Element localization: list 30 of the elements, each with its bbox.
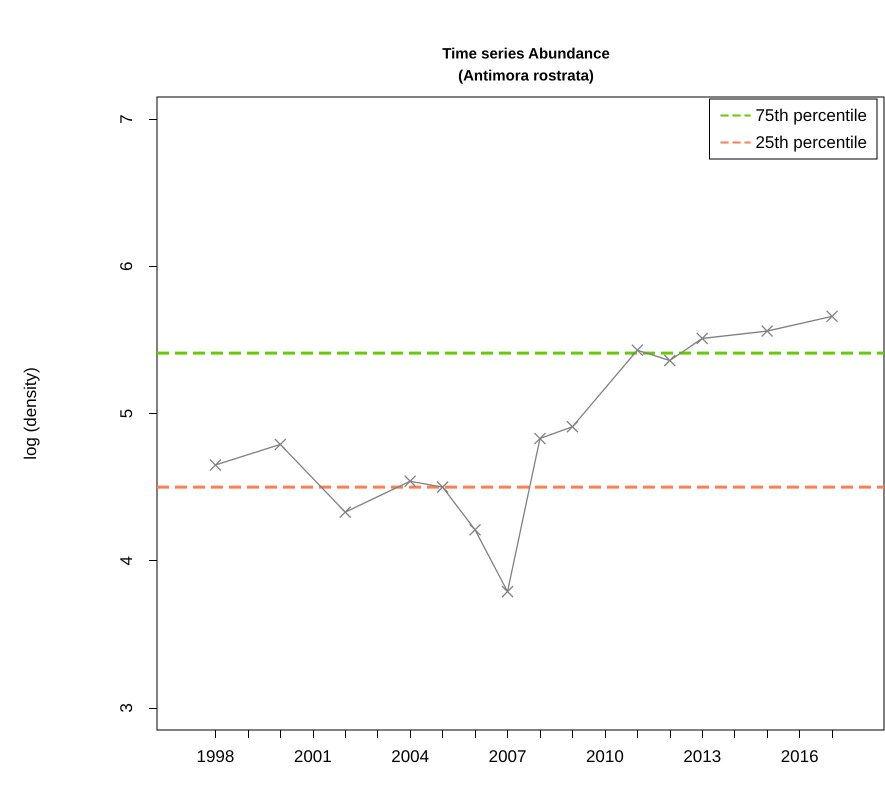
point (209, 458, 222, 472)
point (339, 506, 352, 518)
legend-label: 25th percentile (755, 133, 868, 152)
x-tick-label: 2010 (586, 747, 624, 766)
x-tick-label: 2001 (294, 747, 332, 766)
point (468, 524, 482, 536)
y-tick-label: 7 (117, 114, 136, 124)
y-axis-title: log (density) (21, 367, 40, 460)
x-tick-label: 2004 (391, 747, 430, 766)
point (534, 432, 546, 445)
point (826, 310, 838, 322)
point (501, 585, 514, 598)
point (566, 420, 579, 433)
y-tick-label: 3 (117, 703, 136, 713)
point (664, 354, 676, 367)
point (696, 332, 708, 345)
x-tick-label: 2007 (488, 747, 526, 766)
x-tick-label: 1998 (196, 747, 234, 766)
x-tick-label: 2013 (683, 747, 722, 766)
chart-title: Time series Abundance (Antimora rostrata) (442, 46, 610, 84)
y-tick-label: 6 (117, 262, 136, 272)
y-tick-label: 5 (117, 408, 136, 418)
point (631, 344, 644, 356)
x-tick-label: 2016 (780, 747, 819, 766)
point (436, 480, 449, 494)
point (761, 324, 774, 338)
point (404, 475, 416, 488)
legend-label: 75th percentile (755, 106, 868, 125)
y-tick-label: 4 (117, 556, 136, 566)
point (274, 438, 286, 451)
